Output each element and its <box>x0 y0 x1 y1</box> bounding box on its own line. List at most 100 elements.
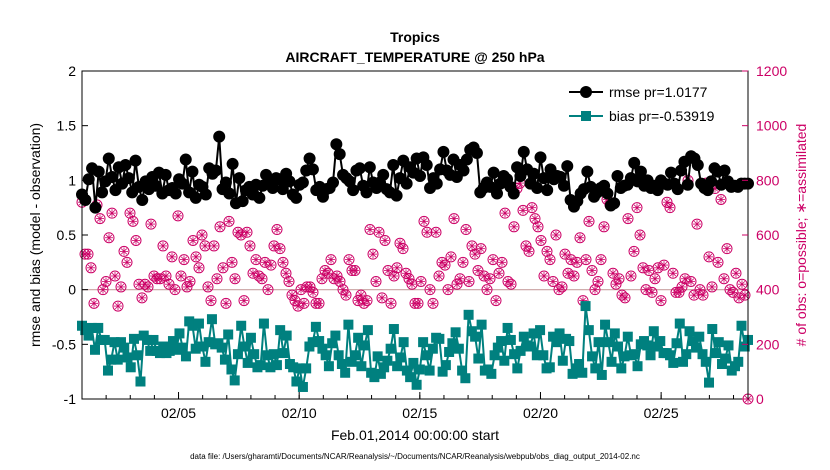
obs-assimilated-star <box>420 218 428 225</box>
obs-possible-circle <box>211 273 223 285</box>
bias-point <box>681 349 692 360</box>
obs-count-marker <box>205 295 217 307</box>
obs-possible-circle <box>439 259 451 271</box>
obs-count-marker <box>424 284 436 296</box>
obs-assimilated-star <box>663 199 671 206</box>
obs-possible-circle <box>340 289 352 301</box>
obs-assimilated-star <box>627 272 635 280</box>
obs-possible-circle <box>124 207 136 219</box>
obs-possible-circle <box>502 275 514 287</box>
legend-marker <box>580 86 592 98</box>
bias-point <box>544 362 555 373</box>
obs-possible-circle <box>337 284 349 296</box>
bias-point <box>450 327 461 338</box>
bias-point <box>421 350 432 361</box>
obs-count-marker <box>214 221 226 233</box>
obs-assimilated-star <box>642 286 650 293</box>
obs-possible-circle <box>559 248 571 260</box>
obs-count-marker <box>235 229 247 241</box>
bias-point <box>632 361 643 372</box>
obs-possible-circle <box>520 240 532 252</box>
rmse-point <box>82 173 95 186</box>
left-y-tick-label: 1.5 <box>57 118 77 134</box>
obs-count-marker <box>298 297 310 309</box>
obs-count-marker <box>376 292 388 304</box>
obs-count-marker <box>412 297 424 309</box>
obs-assimilated-star <box>105 234 113 241</box>
bias-point <box>388 324 399 335</box>
rmse-point <box>149 179 162 192</box>
obs-assimilated-star <box>564 270 572 277</box>
obs-possible-circle <box>463 275 475 287</box>
obs-possible-circle <box>658 259 670 271</box>
obs-count-marker <box>628 245 640 257</box>
obs-assimilated-star <box>159 242 167 250</box>
obs-count-marker <box>637 262 649 274</box>
obs-possible-circle <box>712 256 724 268</box>
bias-point <box>577 367 588 378</box>
obs-assimilated-star <box>639 264 647 271</box>
bias-point <box>694 331 705 342</box>
obs-assimilated-star <box>216 223 224 230</box>
bias-point <box>704 377 715 388</box>
rmse-point <box>213 130 226 143</box>
obs-count-marker <box>343 254 355 266</box>
obs-count-marker <box>136 292 148 304</box>
obs-count-marker <box>382 265 394 277</box>
obs-count-marker <box>385 297 397 309</box>
obs-possible-circle <box>127 215 139 227</box>
legend-entry-label: rmse pr=1.0177 <box>609 84 708 100</box>
bias-point <box>518 331 529 342</box>
obs-count-marker <box>145 218 157 230</box>
obs-assimilated-star <box>609 270 617 277</box>
bias-point <box>356 361 367 372</box>
obs-assimilated-star <box>342 292 350 299</box>
obs-possible-circle <box>238 295 250 307</box>
obs-assimilated-star <box>207 297 215 304</box>
obs-count-marker <box>220 297 232 309</box>
obs-assimilated-star <box>111 272 119 280</box>
obs-possible-circle <box>628 245 640 257</box>
obs-possible-circle <box>412 297 424 309</box>
obs-count-marker <box>679 273 691 285</box>
obs-assimilated-star <box>378 294 386 301</box>
obs-possible-circle <box>652 262 664 274</box>
bias-point <box>177 342 188 353</box>
obs-assimilated-star <box>405 275 413 282</box>
obs-count-marker <box>583 215 595 227</box>
obs-assimilated-star <box>162 272 170 280</box>
obs-possible-circle <box>718 273 730 285</box>
bias-point <box>629 349 640 360</box>
obs-count-marker <box>94 213 106 225</box>
obs-possible-circle <box>205 295 217 307</box>
obs-count-marker <box>250 254 262 266</box>
obs-possible-circle <box>469 248 481 260</box>
obs-assimilated-star <box>324 270 332 277</box>
obs-assimilated-star <box>120 248 128 255</box>
obs-assimilated-star <box>447 253 455 260</box>
bias-point <box>122 352 133 363</box>
obs-assimilated-star <box>87 264 95 271</box>
obs-assimilated-star <box>408 281 416 288</box>
obs-possible-circle <box>550 229 562 241</box>
obs-possible-circle <box>277 256 289 268</box>
obs-count-marker <box>442 284 454 296</box>
obs-assimilated-star <box>597 256 605 263</box>
obs-possible-circle <box>292 300 304 312</box>
obs-count-marker <box>523 245 535 257</box>
bias-point <box>603 337 614 348</box>
obs-assimilated-star <box>300 300 308 307</box>
obs-possible-circle <box>298 297 310 309</box>
obs-possible-circle <box>331 270 343 282</box>
obs-assimilated-star <box>510 223 518 230</box>
obs-count-marker <box>433 270 445 282</box>
bias-point <box>606 356 617 367</box>
bias-point <box>271 360 282 371</box>
obs-possible-circle <box>424 284 436 296</box>
obs-count-marker <box>334 275 346 287</box>
obs-assimilated-star <box>534 223 542 230</box>
obs-assimilated-star <box>501 210 509 217</box>
obs-count-marker <box>124 207 136 219</box>
obs-possible-circle <box>280 267 292 279</box>
x-tick-label: 02/15 <box>402 405 437 421</box>
